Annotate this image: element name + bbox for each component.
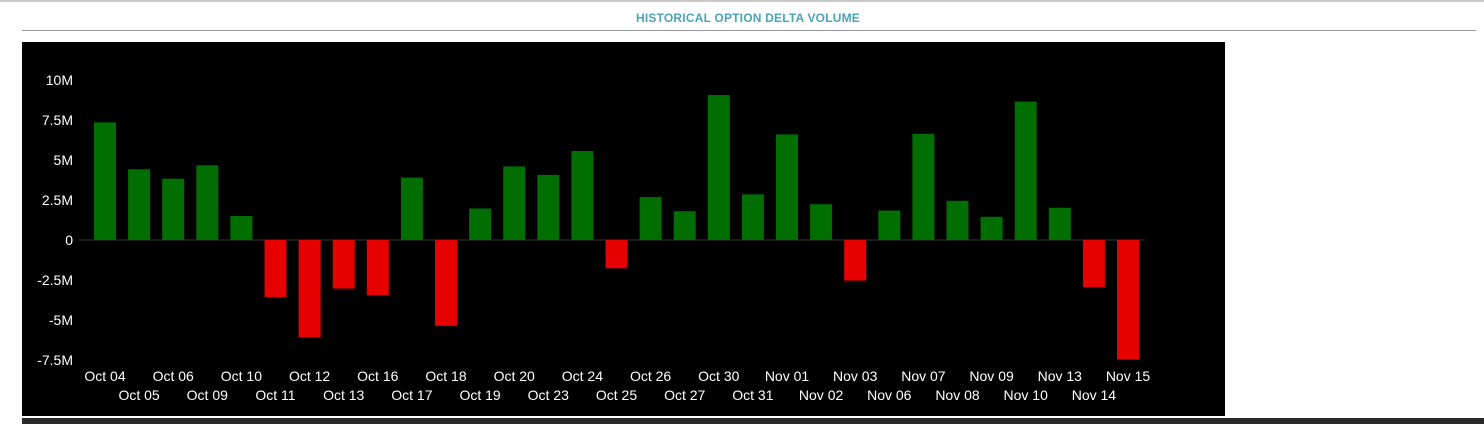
x-tick-label: Oct 19 (459, 387, 500, 403)
x-tick-label: Oct 20 (494, 368, 535, 384)
y-tick-label: 10M (46, 72, 73, 88)
y-tick-label: 2.5M (42, 192, 73, 208)
bar (264, 240, 287, 298)
y-tick-label: -7.5M (37, 352, 73, 368)
x-tick-label: Oct 09 (187, 387, 228, 403)
bar (298, 240, 321, 338)
x-tick-label: Oct 25 (596, 387, 637, 403)
x-tick-label: Nov 03 (833, 368, 878, 384)
bar (128, 169, 151, 240)
x-tick-label: Oct 30 (698, 368, 739, 384)
y-tick-label: -2.5M (37, 272, 73, 288)
x-tick-label: Nov 02 (799, 387, 844, 403)
panel-bottom-bar (22, 418, 1484, 424)
bar (605, 240, 628, 269)
x-tick-label: Oct 04 (84, 368, 125, 384)
x-tick-label: Oct 31 (732, 387, 773, 403)
bar (400, 177, 423, 240)
panel-title: HISTORICAL OPTION DELTA VOLUME (635, 11, 860, 25)
bar (946, 200, 969, 240)
x-tick-label: Oct 27 (664, 387, 705, 403)
bar (741, 194, 764, 240)
y-axis-labels: 10M 7.5M 5M 2.5M 0 -2.5M -5M -7.5M (37, 72, 73, 368)
bar (844, 240, 867, 281)
x-tick-label: Nov 01 (765, 368, 810, 384)
bar (162, 178, 185, 240)
x-tick-label: Oct 05 (118, 387, 159, 403)
title-divider (22, 30, 1476, 31)
y-tick-label: -5M (49, 312, 73, 328)
y-tick-label: 7.5M (42, 112, 73, 128)
x-tick-label: Oct 18 (425, 368, 466, 384)
bar (673, 211, 696, 240)
x-tick-label: Nov 13 (1038, 368, 1083, 384)
delta-volume-chart: 10M 7.5M 5M 2.5M 0 -2.5M -5M -7.5M Oct 04 Oct 05… (22, 42, 1225, 416)
bar (912, 133, 935, 240)
bar (503, 166, 526, 240)
x-tick-label: Oct 23 (528, 387, 569, 403)
bar (810, 204, 833, 240)
bar (435, 240, 457, 326)
x-axis-labels: Oct 04 Oct 05 Oct 06 Oct 09 Oct 10 Oct 11 Oct … (84, 368, 1150, 403)
bar (1014, 101, 1037, 240)
x-tick-label: Nov 15 (1106, 368, 1151, 384)
bar (1117, 240, 1139, 360)
bar (571, 151, 594, 240)
bar (230, 216, 253, 240)
x-tick-label: Oct 24 (562, 368, 603, 384)
x-tick-label: Nov 08 (935, 387, 980, 403)
x-tick-label: Nov 14 (1072, 387, 1117, 403)
bar (94, 122, 116, 240)
bar (196, 165, 219, 240)
bar (980, 216, 1003, 240)
x-tick-label: Nov 07 (901, 368, 946, 384)
bar (1048, 207, 1071, 240)
x-tick-label: Oct 11 (255, 387, 295, 403)
bar (776, 134, 798, 240)
x-tick-label: Nov 10 (1004, 387, 1049, 403)
x-tick-label: Oct 12 (289, 368, 330, 384)
bars (94, 95, 1139, 360)
bar (366, 240, 389, 296)
bar (639, 197, 662, 240)
x-tick-label: Nov 06 (867, 387, 912, 403)
y-tick-label: 0 (65, 232, 73, 248)
x-tick-label: Oct 06 (153, 368, 194, 384)
x-tick-label: Oct 26 (630, 368, 671, 384)
x-tick-label: Oct 17 (391, 387, 432, 403)
bar (469, 208, 492, 240)
chart-svg: 10M 7.5M 5M 2.5M 0 -2.5M -5M -7.5M Oct 04 Oct 05… (37, 72, 1150, 403)
bar (537, 174, 560, 240)
panel-top-border (0, 0, 1484, 2)
x-tick-label: Oct 16 (357, 368, 398, 384)
x-tick-label: Oct 13 (323, 387, 364, 403)
bar (707, 95, 730, 240)
bar (332, 240, 355, 289)
x-tick-label: Oct 10 (221, 368, 262, 384)
bar (878, 210, 901, 240)
bar (1082, 240, 1105, 288)
y-tick-label: 5M (54, 152, 73, 168)
x-tick-label: Nov 09 (969, 368, 1014, 384)
